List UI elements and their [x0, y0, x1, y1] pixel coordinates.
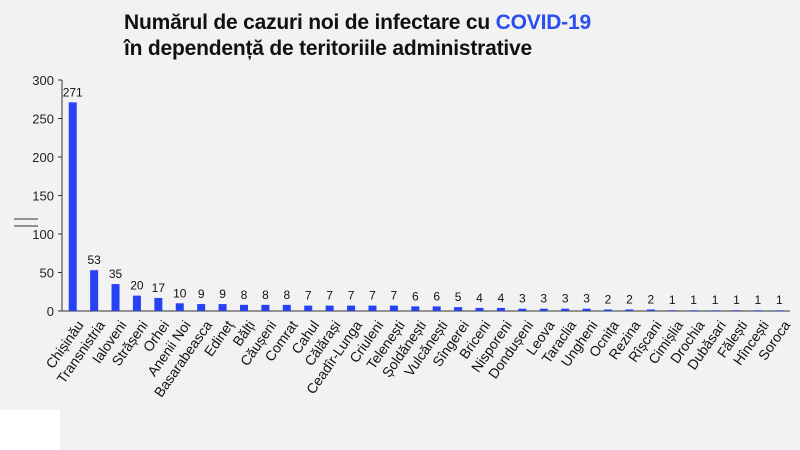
bar: [753, 310, 762, 312]
bar: [561, 308, 570, 311]
value-label: 7: [391, 289, 398, 303]
value-label: 271: [63, 85, 83, 99]
value-label: 9: [198, 287, 205, 301]
bar: [518, 308, 527, 311]
y-tick-label: 150: [32, 189, 54, 204]
bar: [175, 303, 184, 311]
bar: [539, 308, 548, 311]
bar: [368, 305, 377, 311]
value-label: 7: [348, 289, 355, 303]
value-label: 17: [152, 281, 166, 295]
bar: [325, 305, 334, 311]
y-tick-label: 100: [32, 227, 54, 242]
value-label: 5: [455, 290, 462, 304]
value-label: 8: [262, 288, 269, 302]
value-label: 35: [109, 267, 123, 281]
bar: [475, 307, 484, 311]
value-label: 9: [219, 287, 226, 301]
bar: [411, 306, 420, 311]
value-label: 1: [712, 293, 719, 307]
bar: [261, 304, 270, 311]
value-label: 2: [626, 292, 633, 306]
value-label: 6: [433, 289, 440, 303]
bar: [625, 309, 634, 311]
axes: [14, 80, 790, 312]
value-label: 4: [498, 291, 505, 305]
bar: [240, 304, 248, 311]
value-label: 20: [130, 279, 144, 293]
bar: [689, 310, 698, 312]
value-label: 3: [519, 292, 526, 306]
bar: [496, 307, 505, 311]
value-label: 4: [476, 291, 483, 305]
y-tick-label: 250: [32, 112, 54, 127]
value-label: 7: [326, 289, 333, 303]
bar: [282, 304, 291, 311]
bar: [775, 310, 784, 312]
bar: [432, 306, 441, 311]
corner-patch: [0, 410, 60, 450]
bars: [68, 102, 784, 312]
bar: [154, 297, 163, 311]
chart-title: Numărul de cazuri noi de infectare cu CO…: [124, 10, 591, 62]
value-label: 1: [755, 293, 762, 307]
y-ticks: 0 50 100 150 200 250 300: [32, 73, 62, 319]
value-label: 1: [690, 293, 697, 307]
value-label: 3: [562, 292, 569, 306]
value-label: 1: [733, 293, 740, 307]
bar: [389, 305, 398, 311]
value-label: 8: [241, 288, 248, 302]
value-label: 53: [87, 253, 101, 267]
value-label: 7: [305, 289, 312, 303]
bar: [111, 284, 120, 311]
value-label: 2: [605, 292, 612, 306]
bar: [304, 305, 313, 311]
bar: [90, 270, 99, 311]
value-label: 6: [412, 289, 419, 303]
title-line-2: în dependență de teritoriile administrat…: [124, 37, 532, 60]
bar: [582, 308, 591, 311]
value-label: 2: [647, 292, 654, 306]
value-label: 3: [540, 292, 547, 306]
y-tick-label: 0: [47, 304, 54, 319]
bar: [646, 309, 655, 311]
value-label: 8: [283, 288, 290, 302]
value-label: 7: [369, 289, 376, 303]
bar: [604, 309, 612, 311]
bar: [68, 102, 77, 311]
bar: [668, 310, 677, 312]
value-label: 1: [669, 293, 676, 307]
y-tick-label: 200: [32, 150, 54, 165]
bar: [454, 307, 463, 311]
value-label: 10: [173, 286, 187, 300]
title-line-1: Numărul de cazuri noi de infectare cu CO…: [124, 10, 591, 36]
value-label: 1: [776, 293, 783, 307]
bar: [711, 310, 720, 312]
bar: [132, 295, 141, 311]
title-prefix: Numărul de cazuri noi de infectare cu: [124, 11, 496, 34]
bar: [347, 305, 356, 311]
y-tick-label: 50: [40, 266, 54, 281]
y-tick-label: 300: [32, 73, 54, 88]
bar: [732, 310, 741, 312]
bar: [197, 304, 206, 311]
bar: [218, 304, 227, 311]
value-label: 3: [583, 292, 590, 306]
title-accent: COVID-19: [495, 11, 591, 34]
x-tick-labels: ChișinăuTransnistriaIaloveniStrășeniOrhe…: [42, 317, 793, 400]
